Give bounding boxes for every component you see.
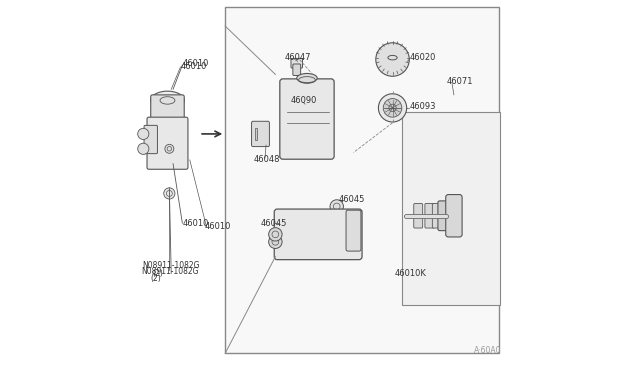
FancyBboxPatch shape <box>291 58 303 68</box>
Circle shape <box>378 94 406 122</box>
Text: 46010: 46010 <box>182 59 209 68</box>
Text: 46045: 46045 <box>260 219 287 228</box>
FancyBboxPatch shape <box>413 203 422 228</box>
FancyBboxPatch shape <box>147 117 188 169</box>
Text: (2): (2) <box>152 269 163 278</box>
Circle shape <box>269 235 282 248</box>
FancyBboxPatch shape <box>445 195 462 237</box>
Circle shape <box>269 228 282 241</box>
Ellipse shape <box>151 91 184 110</box>
Text: (2): (2) <box>151 274 161 283</box>
FancyBboxPatch shape <box>346 210 361 251</box>
Text: 46071: 46071 <box>447 77 473 86</box>
FancyBboxPatch shape <box>433 203 441 228</box>
Text: 46090: 46090 <box>291 96 317 105</box>
Circle shape <box>389 104 396 112</box>
Text: 46010K: 46010K <box>394 269 426 278</box>
Text: 46010: 46010 <box>180 62 207 71</box>
Bar <box>225 7 499 353</box>
Text: 46010: 46010 <box>182 219 209 228</box>
Circle shape <box>164 188 175 199</box>
Text: 46020: 46020 <box>410 53 436 62</box>
FancyBboxPatch shape <box>144 125 157 154</box>
Circle shape <box>383 99 402 117</box>
FancyBboxPatch shape <box>252 121 269 147</box>
Circle shape <box>287 215 300 228</box>
Bar <box>255 128 257 140</box>
Text: 46045: 46045 <box>339 195 365 203</box>
Bar <box>402 112 500 305</box>
Text: 46093: 46093 <box>410 102 436 110</box>
Text: 46047: 46047 <box>285 53 311 62</box>
Text: 46010: 46010 <box>205 222 231 231</box>
Text: 46048: 46048 <box>254 155 280 164</box>
FancyBboxPatch shape <box>425 203 435 228</box>
FancyBboxPatch shape <box>293 64 301 76</box>
Text: N08911-1082G: N08911-1082G <box>141 267 199 276</box>
Circle shape <box>165 144 174 153</box>
Circle shape <box>275 217 287 230</box>
FancyBboxPatch shape <box>275 209 362 260</box>
Text: A·60A0: A·60A0 <box>474 346 502 355</box>
FancyBboxPatch shape <box>438 201 450 231</box>
Circle shape <box>138 143 149 154</box>
Circle shape <box>376 43 410 76</box>
Ellipse shape <box>297 74 317 83</box>
Circle shape <box>330 200 344 213</box>
Text: N08911-1082G: N08911-1082G <box>142 262 200 270</box>
Circle shape <box>138 128 149 140</box>
FancyBboxPatch shape <box>280 79 334 159</box>
FancyBboxPatch shape <box>151 95 184 121</box>
